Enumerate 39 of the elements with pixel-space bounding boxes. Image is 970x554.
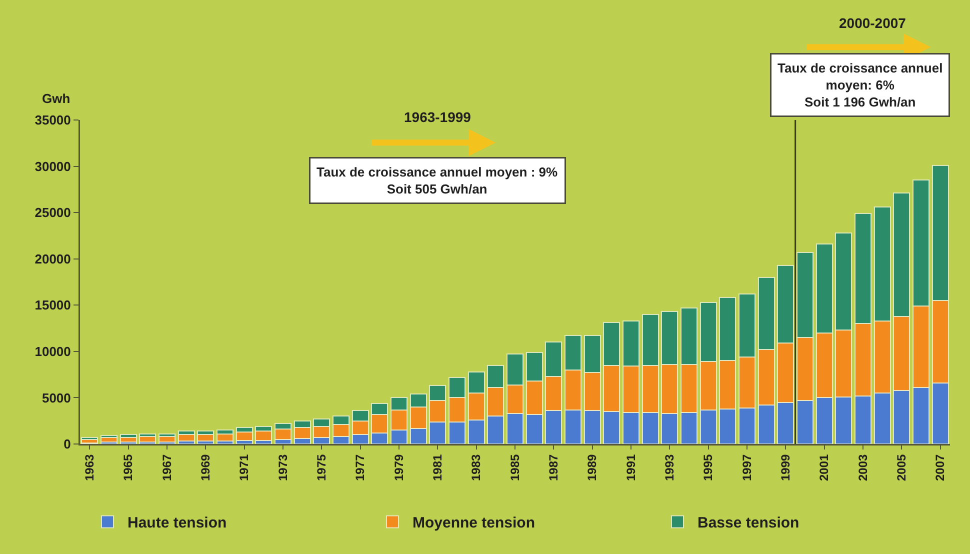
x-tick-label: 1989 (585, 454, 600, 482)
x-tick-label: 2001 (817, 454, 832, 482)
text: Taux de croissance annuel moyen: 6% Soit 1 196 Gwh/an (778, 60, 943, 110)
y-tick-label: 30000 (34, 158, 71, 174)
x-tick-label: 2005 (894, 454, 909, 482)
x-tick-label: 1969 (198, 454, 213, 482)
x-tick-label: 1997 (740, 454, 754, 482)
annotation: Taux de croissance annuel moyen : 9% Soit 505 Gwh/an (316, 164, 558, 196)
y-tick-label: 20000 (34, 251, 71, 266)
x-tick-label: 1991 (624, 454, 638, 482)
x-tick-label: 1993 (662, 454, 677, 482)
x-tick-label: 1987 (546, 454, 561, 482)
y-tick-label: 35000 (34, 112, 71, 128)
y-tick-label: 10000 (34, 344, 71, 359)
x-tick-label: 1977 (353, 454, 368, 482)
y-tick-label: 0 (64, 436, 71, 452)
legend-label: Moyenne tension (412, 514, 536, 532)
x-tick-label: 1985 (508, 454, 522, 482)
y-tick-label: 5000 (42, 390, 71, 406)
x-tick-label: 1979 (392, 454, 406, 482)
y-axis-title: Gwh (42, 91, 70, 106)
annotation: 1963-1999 (404, 109, 472, 125)
legend-label: Basse tension (698, 514, 800, 532)
x-tick-label: 1975 (314, 454, 329, 482)
x-tick-label: 1965 (121, 454, 136, 482)
x-tick-label: 1971 (237, 454, 252, 482)
y-tick-label: 15000 (34, 298, 71, 313)
x-tick-label: 2003 (856, 454, 870, 482)
legend-label: Haute tension (128, 514, 227, 532)
x-tick-label: 1999 (778, 454, 793, 482)
x-tick-label: 1967 (160, 454, 174, 482)
x-tick-label: 1995 (701, 454, 716, 482)
x-tick-label: 2007 (933, 454, 948, 482)
text: 2000-2007 (839, 15, 906, 31)
x-tick-label: 1983 (469, 454, 484, 482)
y-tick-label: 25000 (34, 205, 71, 220)
x-tick-label: 1963 (82, 454, 97, 482)
x-tick-label: 1973 (276, 454, 290, 482)
x-tick-label: 1981 (430, 454, 445, 482)
